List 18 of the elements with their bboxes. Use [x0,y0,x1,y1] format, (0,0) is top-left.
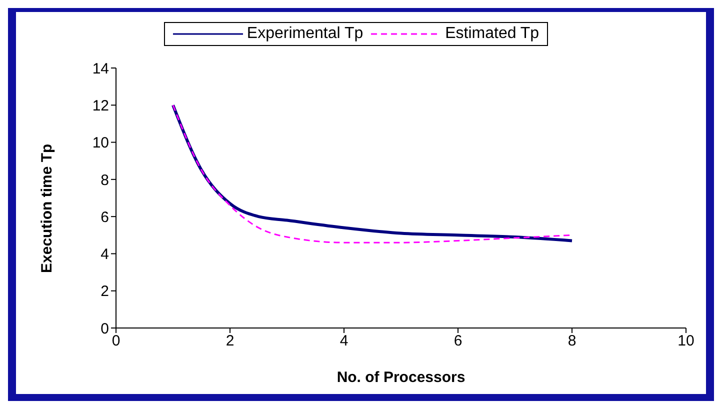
x-tick-label: 4 [340,332,348,350]
legend-label: Estimated Tp [444,25,540,43]
y-tick-label: 2 [100,283,109,300]
x-axis-title: No. of Processors [336,369,466,386]
y-axis-title: Execution time Tp [38,144,56,273]
y-tick-label: 8 [100,172,109,189]
y-tick-label: 0 [100,320,109,338]
x-tick-label: 6 [454,332,462,350]
x-tick-label: 10 [678,332,694,350]
y-tick-label: 12 [92,97,109,114]
y-tick-label: 6 [100,208,109,226]
y-tick-label: 4 [100,246,109,264]
y-tick-label: 10 [92,134,109,152]
legend-label: Experimental Tp [246,25,364,43]
x-tick-label: 0 [112,332,120,350]
x-tick-label: 2 [226,332,234,350]
y-tick-label: 14 [92,60,109,78]
x-tick-label: 8 [568,332,576,350]
